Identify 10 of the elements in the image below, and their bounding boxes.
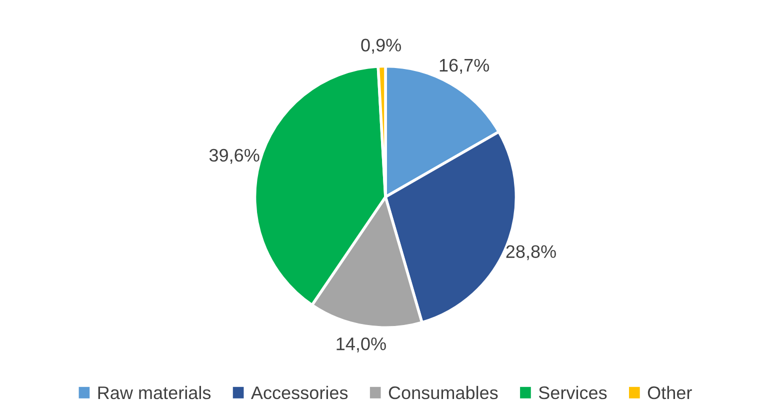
data-label: 14,0% xyxy=(336,337,386,352)
legend-label: Services xyxy=(538,386,607,400)
legend-label: Other xyxy=(648,386,692,400)
data-label: 16,7% xyxy=(440,58,490,74)
legend-label: Consumables xyxy=(388,386,498,400)
data-label: 0,9% xyxy=(361,38,401,54)
legend-label: Accessories xyxy=(250,386,348,400)
data-label: 39,6% xyxy=(209,148,260,164)
legend-label: Raw materials xyxy=(98,386,211,400)
data-label: 28,8% xyxy=(506,245,556,260)
